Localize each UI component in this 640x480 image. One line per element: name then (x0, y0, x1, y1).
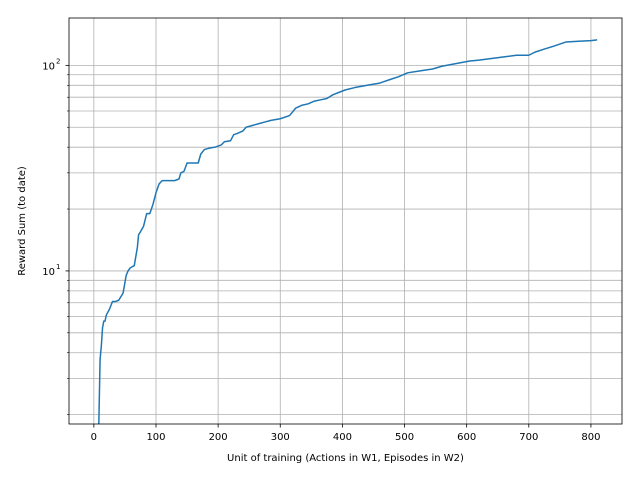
x-tick-label: 100 (146, 432, 165, 443)
plot-frame (68, 17, 623, 425)
series-layer (98, 39, 598, 425)
x-tick-label: 800 (581, 432, 600, 443)
x-axis-label: Unit of training (Actions in W1, Episode… (227, 453, 464, 464)
y-tick-exponent: 1 (56, 263, 60, 271)
x-tick-label: 500 (395, 432, 414, 443)
x-axis: 0 100 200 300 400 500 600 700 800 (91, 424, 600, 443)
x-tick-label: 200 (209, 432, 228, 443)
x-tick-label: 300 (271, 432, 290, 443)
y-tick-label: 10 (42, 267, 55, 278)
x-tick-label: 700 (519, 432, 538, 443)
y-tick-exponent: 2 (56, 57, 60, 65)
x-tick-label: 0 (91, 432, 97, 443)
y-axis-label: Reward Sum (to date) (17, 166, 28, 276)
x-tick-label: 400 (333, 432, 352, 443)
x-tick-label: 600 (457, 432, 476, 443)
y-tick-label: 10 (42, 61, 55, 72)
grid (69, 18, 622, 424)
reward-series-line (98, 39, 598, 425)
